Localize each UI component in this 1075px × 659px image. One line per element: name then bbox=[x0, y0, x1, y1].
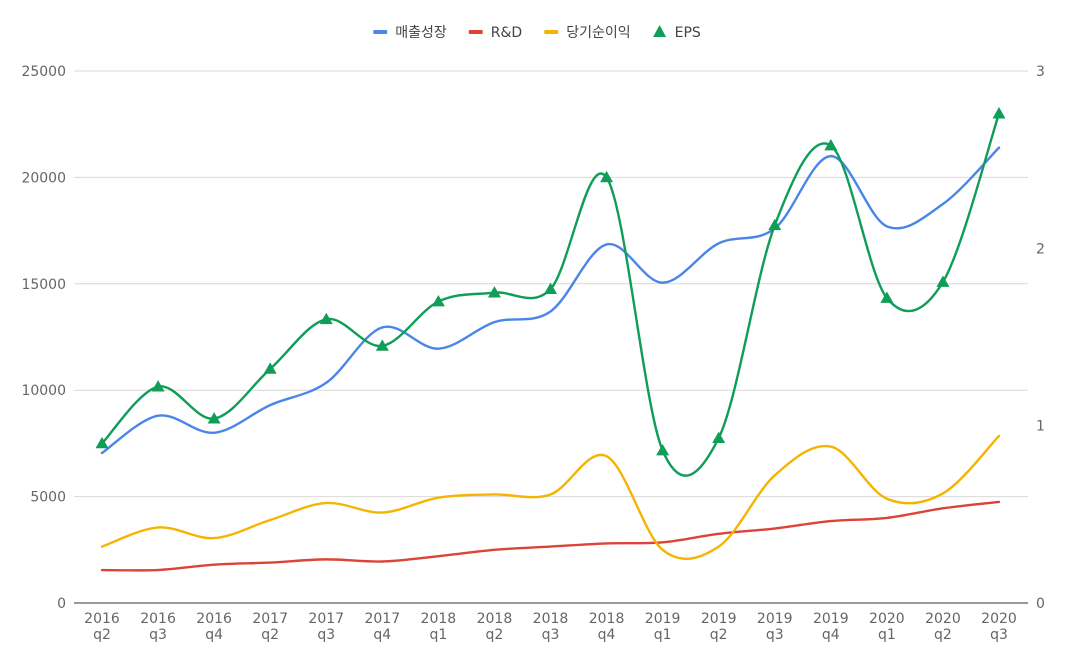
x-tick-label-year: 2016 bbox=[84, 611, 120, 627]
x-tick-label-quarter: q1 bbox=[654, 627, 672, 643]
series-3-point bbox=[600, 170, 614, 183]
y-left-tick-label: 15000 bbox=[21, 277, 66, 293]
x-tick-label-year: 2019 bbox=[645, 611, 681, 627]
x-tick-label-year: 2018 bbox=[589, 611, 625, 627]
x-tick-label-quarter: q3 bbox=[542, 627, 560, 643]
markers bbox=[95, 107, 1006, 456]
axes: 050001000015000200002500001232016q22016q… bbox=[21, 64, 1044, 643]
x-tick-label-quarter: q2 bbox=[710, 627, 728, 643]
series-3-point bbox=[936, 275, 950, 287]
x-tick-label-quarter: q4 bbox=[822, 627, 840, 643]
x-tick-label-quarter: q1 bbox=[429, 627, 447, 643]
x-tick-label-quarter: q4 bbox=[373, 627, 391, 643]
x-tick-label-quarter: q3 bbox=[149, 627, 167, 643]
legend-swatch bbox=[468, 30, 483, 34]
x-tick-label-year: 2020 bbox=[869, 611, 905, 627]
series-3-point bbox=[487, 286, 501, 298]
series-3-point bbox=[431, 295, 445, 307]
x-tick-label-year: 2017 bbox=[308, 611, 344, 627]
series-3-point bbox=[95, 436, 109, 449]
x-tick-label-year: 2020 bbox=[925, 611, 961, 627]
legend-label: 매출성장 bbox=[395, 25, 447, 41]
series-3-point bbox=[544, 282, 557, 294]
series-3-point bbox=[151, 380, 165, 392]
series-3-point bbox=[824, 138, 838, 151]
x-tick-label-quarter: q4 bbox=[598, 627, 616, 643]
x-tick-label-quarter: q3 bbox=[990, 627, 1008, 643]
series-2-line bbox=[100, 434, 1001, 560]
legend-swatch bbox=[544, 30, 559, 34]
y-right-tick-label: 3 bbox=[1036, 64, 1045, 80]
y-right-tick-label: 0 bbox=[1036, 596, 1045, 612]
x-tick-label-year: 2019 bbox=[701, 611, 737, 627]
y-right-tick-label: 2 bbox=[1036, 241, 1045, 257]
series-3-point bbox=[712, 431, 726, 443]
series bbox=[100, 112, 1001, 572]
x-tick-label-year: 2017 bbox=[364, 611, 400, 627]
x-tick-label-year: 2019 bbox=[813, 611, 849, 627]
series-3-point bbox=[263, 362, 277, 374]
y-left-tick-label: 0 bbox=[57, 596, 66, 612]
legend-swatch bbox=[373, 30, 388, 34]
series-3-line bbox=[100, 112, 1001, 477]
x-tick-label-quarter: q3 bbox=[317, 627, 335, 643]
series-0-line bbox=[100, 146, 1001, 455]
series-3-point bbox=[992, 107, 1006, 119]
x-tick-label-quarter: q2 bbox=[934, 627, 952, 643]
x-tick-label-quarter: q3 bbox=[766, 627, 784, 643]
x-tick-label-quarter: q4 bbox=[205, 627, 223, 643]
legend-label: R&D bbox=[491, 25, 522, 41]
x-tick-label-year: 2017 bbox=[252, 611, 288, 627]
y-left-tick-label: 20000 bbox=[21, 170, 66, 186]
series-3-point bbox=[207, 412, 221, 424]
x-tick-label-year: 2018 bbox=[477, 611, 513, 627]
series-3-point bbox=[319, 312, 333, 325]
y-left-tick-label: 5000 bbox=[30, 490, 66, 506]
x-tick-label-quarter: q1 bbox=[878, 627, 896, 643]
y-left-tick-label: 25000 bbox=[21, 64, 66, 80]
x-tick-label-year: 2018 bbox=[533, 611, 569, 627]
y-left-tick-label: 10000 bbox=[21, 383, 66, 399]
x-tick-label-quarter: q2 bbox=[93, 627, 111, 643]
x-tick-label-year: 2018 bbox=[421, 611, 457, 627]
x-tick-label-year: 2016 bbox=[140, 611, 176, 627]
x-tick-label-year: 2016 bbox=[196, 611, 232, 627]
x-tick-label-year: 2019 bbox=[757, 611, 793, 627]
legend-swatch-triangle bbox=[653, 25, 667, 37]
series-1-line bbox=[100, 500, 1001, 572]
legend-label: 당기순이익 bbox=[566, 25, 630, 41]
legend-label: EPS bbox=[675, 25, 701, 41]
legend: 매출성장 R&D 당기순이익 EPS bbox=[373, 25, 701, 41]
x-tick-label-quarter: q2 bbox=[261, 627, 279, 643]
series-3-point bbox=[375, 339, 389, 351]
x-tick-label-year: 2020 bbox=[981, 611, 1017, 627]
x-tick-label-quarter: q2 bbox=[486, 627, 504, 643]
series-3-point bbox=[768, 218, 782, 231]
y-right-tick-label: 1 bbox=[1036, 419, 1045, 435]
series-3-point bbox=[656, 443, 670, 456]
series-3-point bbox=[880, 291, 894, 303]
